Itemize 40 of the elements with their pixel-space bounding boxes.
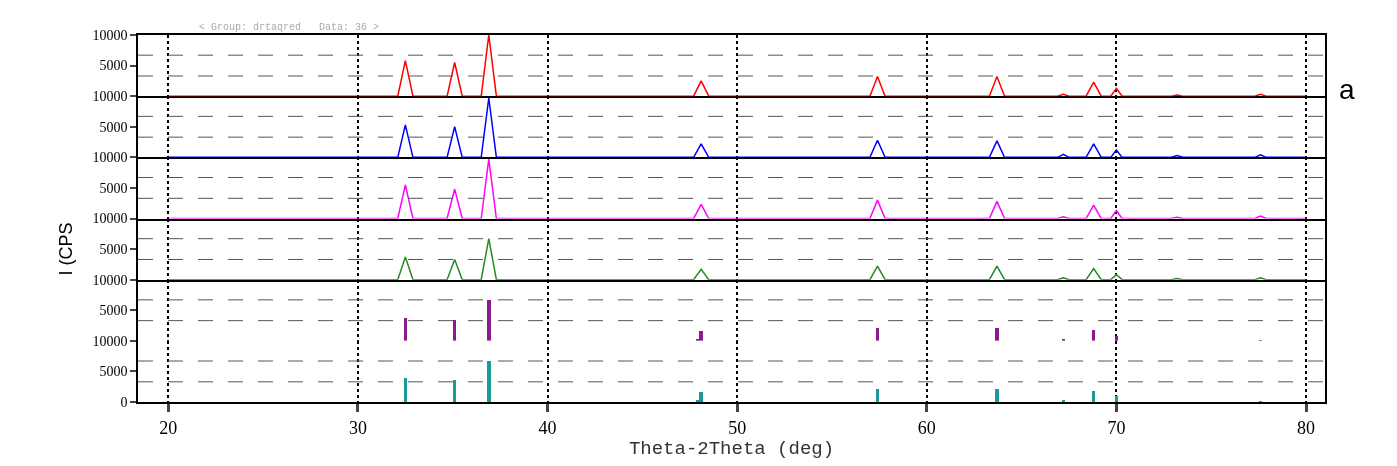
bar	[699, 330, 703, 341]
x-tick-label: 80	[1297, 417, 1316, 438]
bar	[876, 327, 879, 341]
bar	[453, 319, 456, 341]
x-tick-label: 70	[1107, 417, 1126, 438]
y-tick-label: 5000	[99, 58, 128, 74]
y-tick-label: 10000	[92, 89, 128, 105]
y-tick-label: 5000	[99, 364, 128, 380]
x-tick-label: 50	[728, 417, 747, 438]
x-tick-label: 60	[917, 417, 936, 438]
y-tick-label: 10000	[92, 211, 128, 227]
x-tick-label: 20	[159, 417, 178, 438]
y-tick-label: 5000	[99, 241, 128, 257]
text: a	[1339, 74, 1355, 105]
x-tick-label: 30	[348, 417, 367, 438]
bar	[1092, 390, 1095, 402]
y-tick-label: 5000	[99, 119, 128, 135]
y-tick-label: 10000	[92, 27, 128, 43]
x-tick-label: 40	[538, 417, 557, 438]
y-tick-label: 10000	[92, 272, 128, 288]
bar	[1115, 395, 1118, 402]
bar	[1092, 329, 1095, 341]
y-tick-label: 10000	[92, 150, 128, 166]
y-tick-label: 5000	[99, 303, 128, 319]
y-axis-title: I (CPS	[56, 222, 77, 276]
y-tick-label: 5000	[99, 180, 128, 196]
bar	[995, 327, 999, 341]
bar	[404, 377, 407, 402]
y-tick-label: 10000	[92, 333, 128, 349]
chart-subtitle: < Group: drtaqred Data: 36 >	[199, 22, 380, 33]
line-series	[167, 35, 1307, 97]
bar	[699, 391, 703, 402]
bar	[404, 317, 407, 341]
bar	[487, 299, 491, 341]
bar	[995, 388, 999, 402]
x-axis-title: Theta-2Theta (deg)	[628, 437, 835, 460]
bar	[487, 360, 491, 402]
y-tick-label: 0	[120, 394, 128, 410]
bar	[453, 379, 456, 402]
bar	[876, 388, 879, 402]
